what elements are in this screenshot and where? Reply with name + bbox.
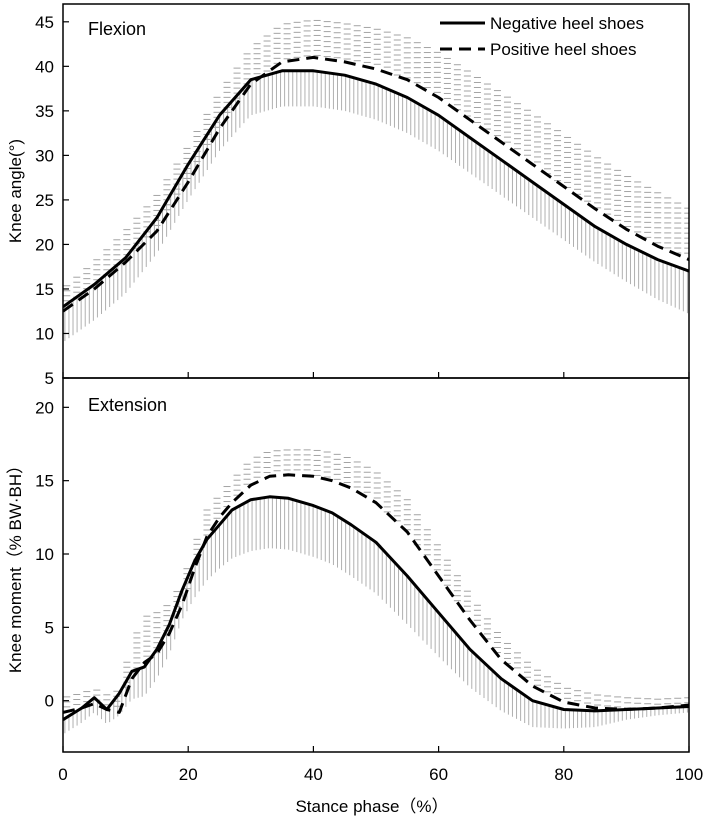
y-tick-label: 30 bbox=[35, 146, 54, 165]
y-tick-label: 35 bbox=[35, 102, 54, 121]
y-tick-label: 10 bbox=[35, 324, 54, 343]
flexion-mean-lines bbox=[63, 55, 689, 313]
extension-mean-lines bbox=[63, 473, 689, 721]
legend-label-negative: Negative heel shoes bbox=[490, 14, 644, 33]
x-tick-label: 40 bbox=[304, 765, 323, 784]
flexion-y-axis-title: Knee angle(°) bbox=[6, 139, 25, 243]
y-tick-label: 15 bbox=[35, 280, 54, 299]
x-axis: 0 20 40 60 80 100 bbox=[58, 372, 703, 784]
y-tick-label: 20 bbox=[35, 398, 54, 417]
extension-panel-label: Extension bbox=[88, 395, 167, 415]
flexion-y-axis: 5 10 15 20 25 30 35 40 45 bbox=[35, 13, 69, 388]
legend: Negative heel shoes Positive heel shoes bbox=[440, 14, 644, 59]
y-tick-label: 5 bbox=[45, 369, 54, 388]
flexion-sd-bands bbox=[63, 19, 689, 342]
extension-y-axis: 0 5 10 15 20 bbox=[35, 398, 69, 711]
y-tick-label: 15 bbox=[35, 472, 54, 491]
series-line-negative-heel bbox=[63, 69, 689, 309]
y-tick-label: 5 bbox=[45, 618, 54, 637]
y-tick-label: 20 bbox=[35, 235, 54, 254]
flexion-panel-label: Flexion bbox=[88, 19, 146, 39]
y-tick-label: 10 bbox=[35, 545, 54, 564]
y-tick-label: 40 bbox=[35, 57, 54, 76]
x-tick-label: 60 bbox=[429, 765, 448, 784]
series-line-negative-heel bbox=[63, 495, 689, 721]
series-line-positive-heel bbox=[63, 55, 689, 313]
y-tick-label: 45 bbox=[35, 13, 54, 32]
x-axis-title: Stance phase（%） bbox=[295, 797, 448, 816]
x-tick-label: 100 bbox=[675, 765, 703, 784]
extension-sd-bands bbox=[63, 449, 689, 734]
x-tick-label: 20 bbox=[179, 765, 198, 784]
series-line-positive-heel bbox=[63, 473, 689, 714]
legend-label-positive: Positive heel shoes bbox=[490, 40, 636, 59]
flexion-plot-frame bbox=[62, 3, 690, 379]
y-tick-label: 0 bbox=[45, 692, 54, 711]
x-tick-label: 0 bbox=[58, 765, 67, 784]
extension-y-axis-title: Knee moment（% BW·BH） bbox=[6, 457, 25, 673]
x-tick-label: 80 bbox=[554, 765, 573, 784]
y-tick-label: 25 bbox=[35, 191, 54, 210]
extension-plot-frame bbox=[62, 377, 690, 753]
